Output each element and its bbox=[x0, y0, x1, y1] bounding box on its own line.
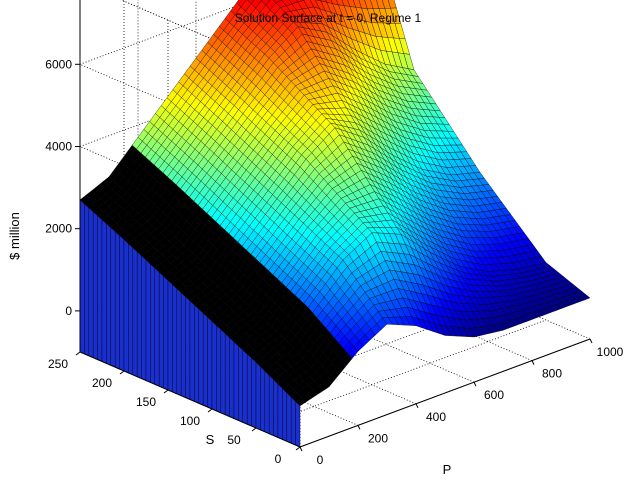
z-tick-label: 2000 bbox=[45, 222, 72, 236]
surface-side-patch bbox=[84, 203, 90, 357]
axis-line bbox=[79, 351, 301, 448]
surface-side-patch bbox=[242, 349, 248, 425]
surface-side-patch bbox=[291, 396, 296, 446]
x-tick-mark bbox=[415, 403, 419, 409]
y-tick-label: 250 bbox=[48, 357, 68, 371]
surface-side-patch bbox=[233, 341, 239, 421]
z-axis-label: $ million bbox=[7, 212, 22, 260]
surface-side-patch bbox=[202, 312, 208, 408]
surface-side-patch bbox=[277, 383, 283, 440]
surface-side-patch bbox=[119, 235, 125, 372]
surface-side-patch bbox=[264, 370, 270, 435]
surface-side-patch bbox=[216, 324, 222, 414]
y-tick-label: 150 bbox=[136, 395, 156, 409]
surface-side-patch bbox=[114, 231, 120, 370]
surface-side-patch bbox=[269, 374, 274, 436]
x-axis-label: P bbox=[443, 462, 452, 477]
surface-side-patch bbox=[110, 227, 116, 368]
x-tick-label: 0 bbox=[317, 453, 324, 467]
surface-side-patch bbox=[295, 401, 301, 448]
surface-side-patch bbox=[260, 366, 265, 433]
grid-line bbox=[253, 286, 475, 383]
x-tick-mark bbox=[299, 446, 303, 452]
y-tick-mark bbox=[207, 408, 213, 413]
y-tick-label: 50 bbox=[227, 433, 241, 447]
surface-side-patch bbox=[251, 357, 257, 429]
surface-side-patch bbox=[136, 251, 142, 379]
y-tick-mark bbox=[251, 427, 257, 432]
x-tick-label: 1000 bbox=[597, 345, 624, 359]
y-tick-label: 100 bbox=[180, 414, 200, 428]
x-tick-label: 200 bbox=[368, 431, 388, 445]
surface-side-patch bbox=[273, 379, 279, 438]
x-tick-mark bbox=[473, 381, 477, 387]
y-tick-mark bbox=[295, 446, 301, 451]
surface-side-patch bbox=[194, 304, 200, 404]
grid-line bbox=[311, 265, 533, 361]
x-tick-label: 800 bbox=[542, 367, 562, 381]
grid-line bbox=[137, 330, 359, 426]
surface-side-patch bbox=[246, 353, 252, 427]
x-tick-mark bbox=[531, 360, 535, 365]
surface-side-patch bbox=[145, 259, 151, 383]
surface-side-patch bbox=[158, 271, 164, 389]
surface-side-patch bbox=[128, 243, 134, 376]
grid-line bbox=[369, 243, 591, 340]
grid-line bbox=[79, 38, 371, 147]
surface-side-patch bbox=[198, 308, 204, 406]
y-tick-label: 200 bbox=[92, 376, 112, 390]
surface-side-patch bbox=[229, 337, 235, 419]
y-axis-label: S bbox=[206, 432, 215, 447]
surface-side-patch bbox=[207, 316, 213, 410]
surface-side-patch bbox=[180, 292, 186, 398]
surface-patch bbox=[579, 294, 591, 301]
surface-side-patch bbox=[123, 239, 129, 374]
surface-side-patch bbox=[282, 387, 287, 442]
tick-labels: 0 200 400 600 800 1000 0 50 100 150 200 250 0 2000 400… bbox=[45, 57, 624, 467]
surface-side-patch bbox=[167, 279, 173, 393]
x-tick-label: 400 bbox=[426, 410, 446, 424]
y-tick-mark bbox=[163, 389, 169, 394]
surface-side-patch bbox=[141, 255, 147, 381]
surface-side-patch bbox=[101, 219, 107, 364]
surface-side-patch bbox=[132, 247, 138, 378]
surface-side-patch bbox=[88, 207, 94, 359]
surface-side-patch bbox=[185, 296, 191, 400]
surface-side-patch bbox=[189, 300, 195, 402]
x-tick-mark bbox=[357, 425, 361, 430]
surface-side-patch bbox=[211, 320, 217, 412]
surface-side-patch bbox=[92, 211, 98, 360]
y-tick-mark bbox=[75, 351, 81, 356]
surface-side-patch bbox=[220, 329, 226, 416]
z-tick-label: 0 bbox=[65, 304, 72, 318]
surface-side-patch bbox=[106, 223, 112, 366]
axes-box bbox=[75, 0, 593, 452]
surface-side-patch bbox=[79, 199, 85, 355]
y-tick-mark bbox=[119, 370, 125, 375]
x-tick-mark bbox=[589, 338, 593, 344]
surface-side-patch bbox=[97, 215, 103, 362]
surface-side-patch bbox=[172, 284, 178, 395]
z-tick-label: 6000 bbox=[45, 57, 72, 71]
grid-line bbox=[255, 319, 547, 429]
surface-side-patch bbox=[154, 267, 160, 387]
surface-side-patch bbox=[224, 333, 230, 417]
surface-side-patch bbox=[176, 288, 182, 397]
surface-side-patch bbox=[163, 275, 169, 391]
chart-title: Solution Surface at t = 0, Regime 1 bbox=[235, 11, 422, 25]
grid-line bbox=[79, 0, 254, 65]
y-tick-label: 0 bbox=[275, 452, 282, 466]
surface-side-patch bbox=[286, 392, 292, 444]
x-tick-label: 600 bbox=[484, 388, 504, 402]
surface-side-patch bbox=[150, 263, 156, 385]
z-tick-label: 4000 bbox=[45, 140, 72, 154]
axis-line bbox=[299, 338, 591, 448]
grid-line bbox=[195, 308, 417, 405]
surface-patch bbox=[247, 0, 255, 4]
surface-side-patch bbox=[238, 345, 244, 423]
surface-side-patch bbox=[255, 361, 261, 431]
solution-surface bbox=[79, 0, 591, 448]
